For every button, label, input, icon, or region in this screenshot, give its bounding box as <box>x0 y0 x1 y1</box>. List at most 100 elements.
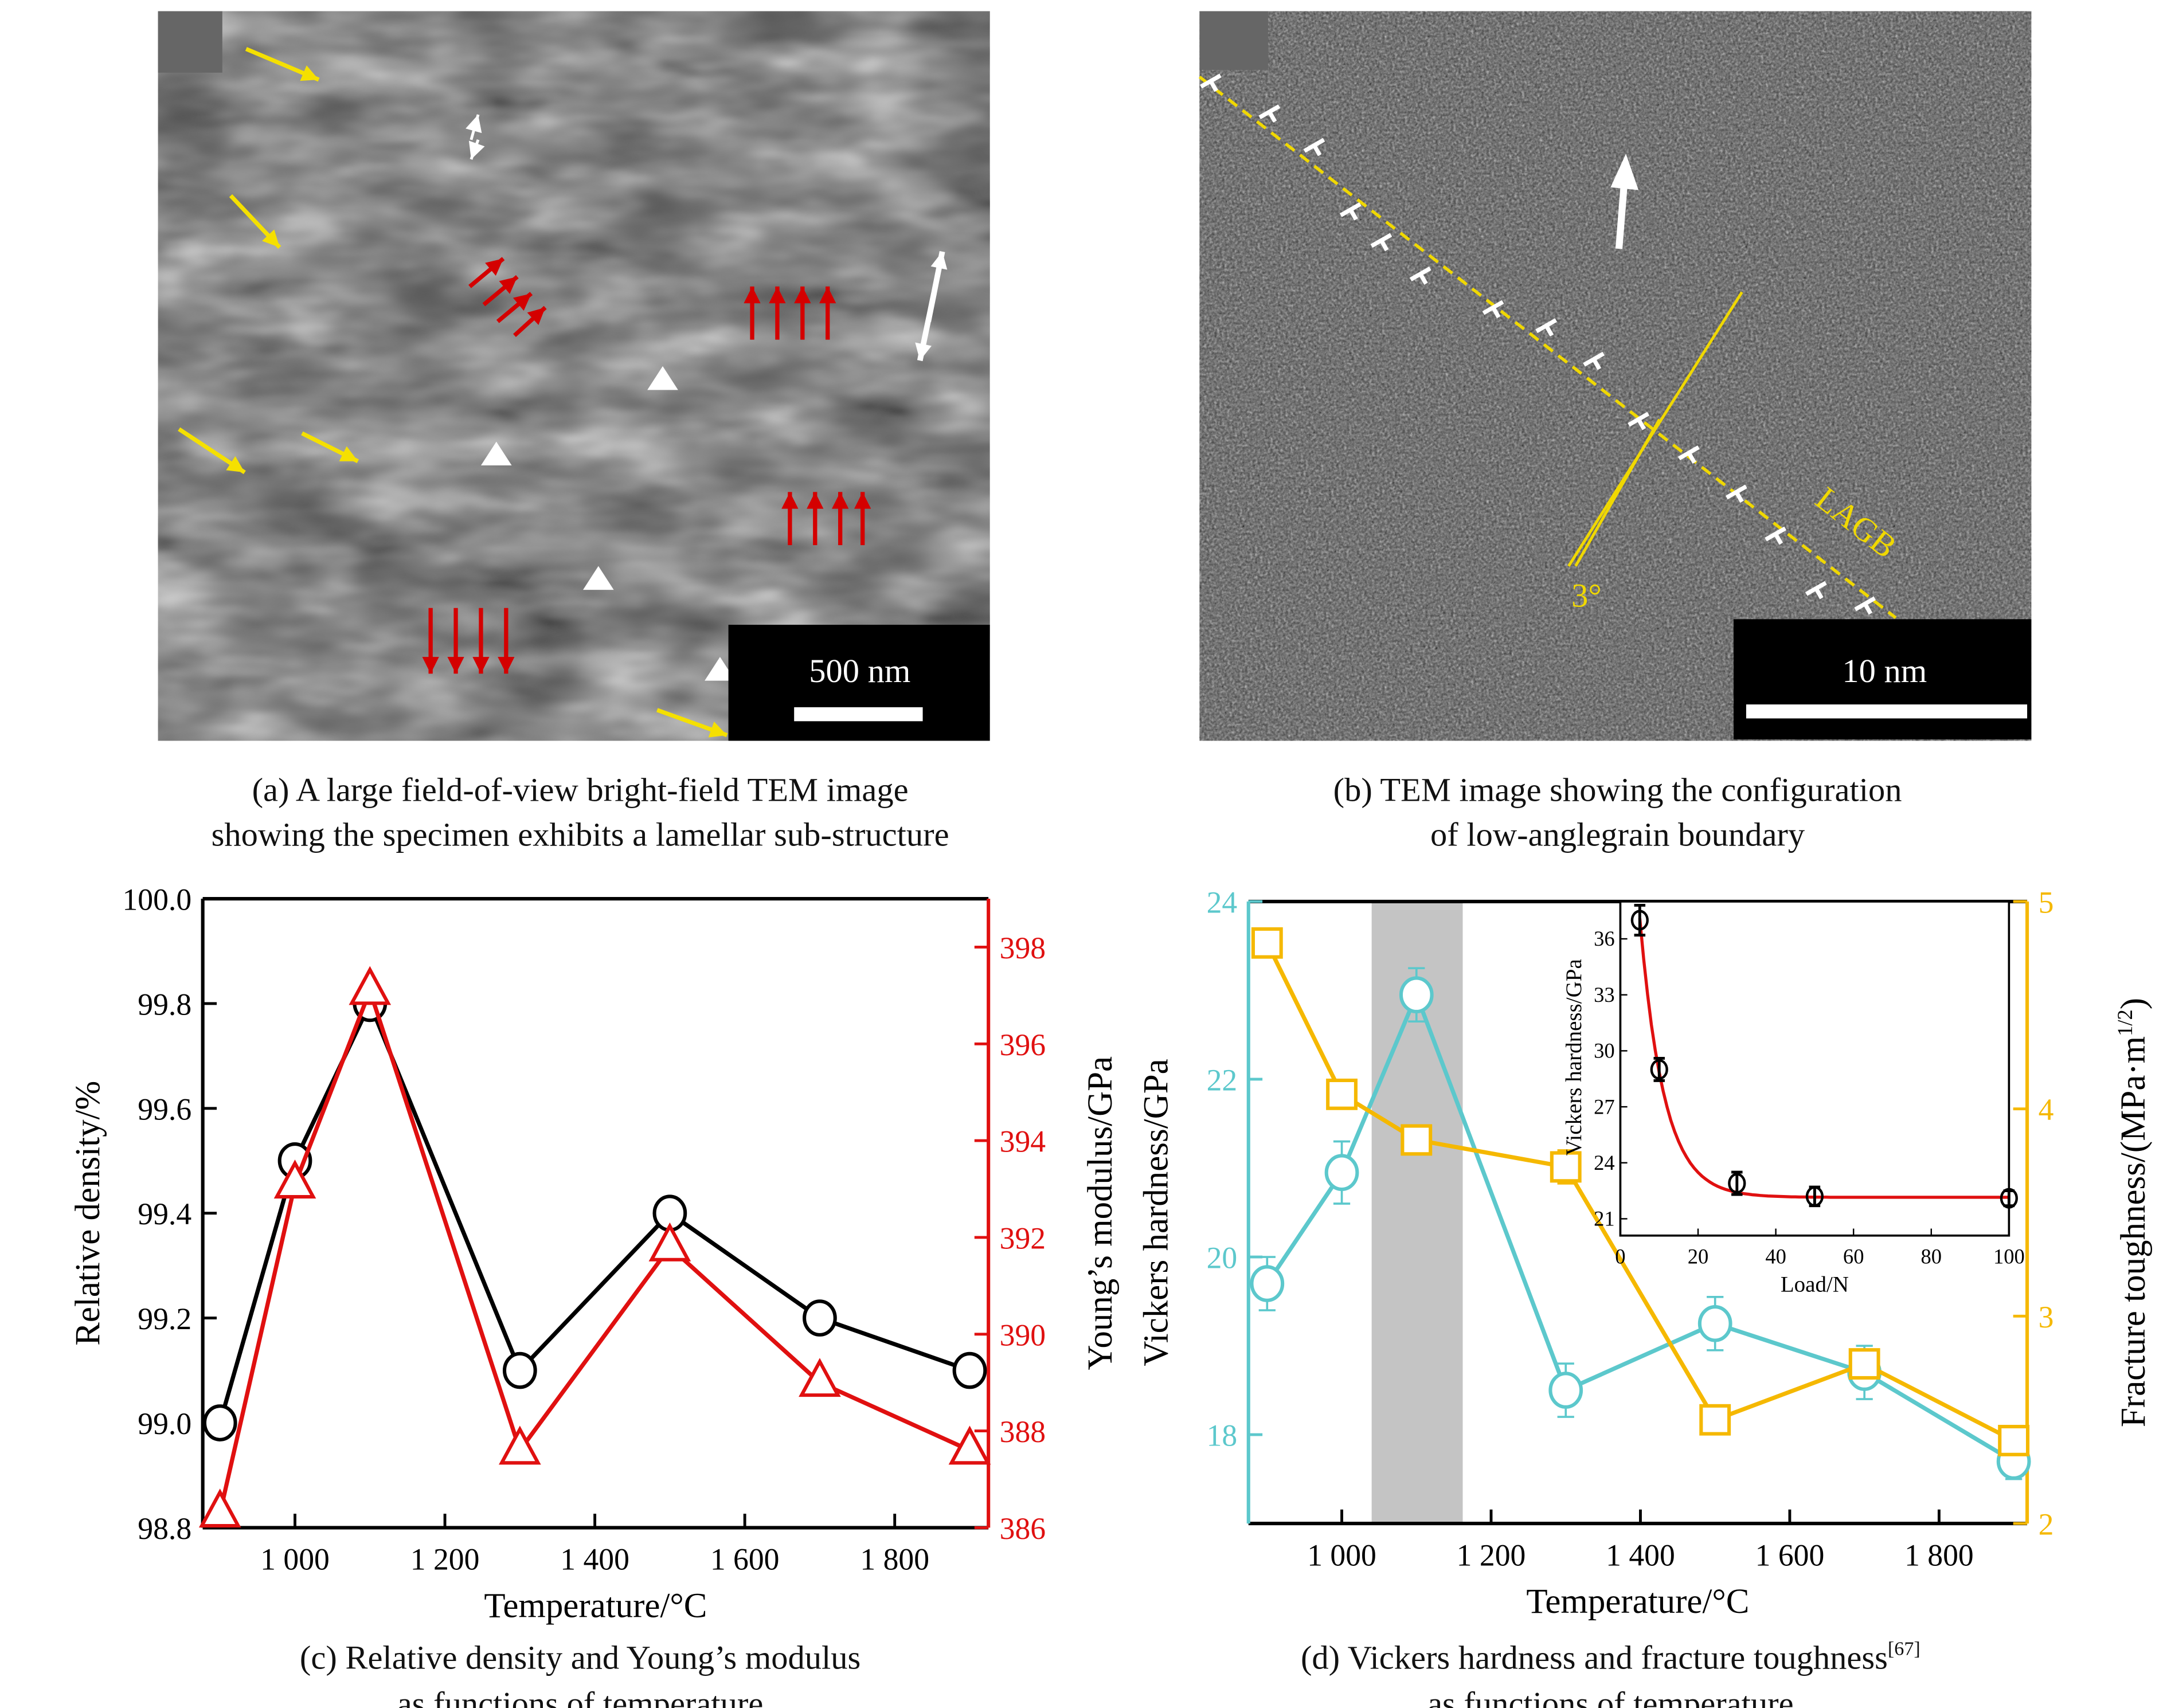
right-y-tick-label: 5 <box>2039 885 2054 919</box>
corner-marker <box>1199 11 1268 70</box>
arrow-icon <box>832 492 849 509</box>
left-y-axis-title: Relative density/% <box>69 1081 107 1346</box>
scale-bar-label: 500 nm <box>809 652 910 690</box>
right-y-tick-label: 394 <box>1000 1125 1046 1159</box>
triangle-marker <box>198 1488 241 1528</box>
left-y-tick-label: 98.8 <box>138 1511 191 1546</box>
lagb-dashed-line <box>1198 76 1897 619</box>
scale-bar-label: 10 nm <box>1842 652 1927 690</box>
x-axis-title: Temperature/°C <box>484 1586 707 1625</box>
scale-bar-box <box>1733 619 2032 740</box>
right-y-tick-label: 390 <box>1000 1318 1046 1352</box>
dislocation-symbol <box>1535 318 1558 334</box>
arrow-icon <box>226 456 245 473</box>
arrow-icon <box>708 722 727 738</box>
chart-c: 1 000 1 200 1 400 1 600 1 800 98.8 99.0 99.2 99.… <box>69 883 1120 1625</box>
inset-x-axis-title: Load/N <box>1781 1272 1849 1296</box>
inset-y-tick-label: 30 <box>1594 1039 1615 1063</box>
right-y-axis-title-text: Fracture toughness/(MPa·m <box>2114 1036 2153 1427</box>
x-axis-title: Temperature/°C <box>1526 1582 1749 1621</box>
right-y-tick-label: 398 <box>1000 931 1046 965</box>
square-marker <box>1699 1404 1731 1436</box>
inset-y-tick-label: 21 <box>1594 1207 1615 1231</box>
dislocation-symbol <box>1312 144 1322 156</box>
right-y-tick-label: 388 <box>1000 1415 1046 1449</box>
dislocation-symbol <box>1303 138 1325 153</box>
triangle-marker <box>582 566 614 590</box>
dislocation-symbol <box>1773 532 1783 545</box>
triangle-marker <box>499 1425 541 1465</box>
x-tick-label: 1 200 <box>1457 1538 1526 1572</box>
arrow-icon <box>262 229 280 248</box>
right-y-tick-label: 2 <box>2039 1507 2054 1542</box>
caption-d-ref: [67] <box>1888 1638 1920 1659</box>
inset-y-tick-label: 27 <box>1594 1095 1615 1118</box>
square-marker <box>1998 1424 2030 1456</box>
inset-circle-marker <box>2000 1188 2018 1209</box>
corner-marker <box>158 11 222 73</box>
angle-label: 3° <box>1571 577 1602 614</box>
x-tick-label: 1 600 <box>1755 1538 1825 1572</box>
inset-x-tick-label: 40 <box>1765 1245 1786 1268</box>
caption-d-text: (d) Vickers hardness and fracture toughn… <box>1301 1639 1888 1676</box>
left-y-tick-label: 99.8 <box>138 987 191 1021</box>
inset-x-tick-label: 20 <box>1688 1245 1709 1268</box>
left-y-tick-label: 18 <box>1207 1419 1238 1453</box>
right-y-tick-label: 386 <box>1000 1511 1046 1546</box>
right-y-axis-title-text: Young’s modulus/GPa <box>1081 1056 1120 1370</box>
square-marker <box>1251 927 1283 959</box>
inset-y-axis-title: Vickers hardness/GPa <box>1562 959 1586 1155</box>
dislocation-symbol <box>1591 358 1602 370</box>
scale-bar-box <box>728 625 990 741</box>
arrow-icon <box>513 293 531 311</box>
circle-marker <box>1399 976 1434 1014</box>
dislocation-symbol <box>1687 452 1696 464</box>
x-tick-label: 1 800 <box>1904 1538 1974 1572</box>
dislocation-symbol <box>1208 80 1218 92</box>
square-marker <box>1848 1348 1880 1380</box>
triangle-marker <box>349 966 392 1005</box>
arrow-icon <box>499 276 518 294</box>
right-y-tick-label: 3 <box>2039 1300 2054 1334</box>
chart-d: 1 000 1 200 1 400 1 600 1 800 18 20 22 24 2 3 4 5 Tem… <box>1137 885 2153 1621</box>
left-y-tick-label: 24 <box>1207 885 1238 919</box>
dislocation-symbol <box>1863 602 1873 615</box>
square-marker <box>1401 1124 1433 1156</box>
x-tick-label: 1 000 <box>260 1542 330 1577</box>
circle-marker <box>803 1299 837 1337</box>
inset-y-tick-label: 24 <box>1594 1151 1615 1174</box>
circle-marker <box>1697 1304 1732 1342</box>
right-y-tick-label: 392 <box>1000 1221 1046 1255</box>
x-tick-label: 1 000 <box>1307 1538 1376 1572</box>
arrow-icon <box>466 114 482 134</box>
caption-c-line1: (c) Relative density and Young’s modulus <box>300 1639 860 1676</box>
x-tick-label: 1 200 <box>410 1542 480 1577</box>
triangle-marker <box>948 1425 991 1465</box>
arrow-icon <box>527 307 546 326</box>
caption-d-line1: (d) Vickers hardness and fracture toughn… <box>1301 1638 1920 1676</box>
caption-d-line2: as functions of temperature <box>1427 1685 1794 1708</box>
arrow-icon <box>854 492 871 509</box>
arrow-icon <box>781 492 799 509</box>
series-line <box>218 984 971 1514</box>
caption-a-line1: (a) A large field-of-view bright-field T… <box>252 771 909 808</box>
series-line <box>218 998 971 1424</box>
right-y-axis-title-sup: 1/2 <box>2113 1009 2137 1036</box>
arrow-icon <box>422 657 439 674</box>
dislocation-symbol <box>1544 324 1554 337</box>
inset-y-tick-label: 36 <box>1594 927 1615 950</box>
dislocation-symbol <box>1491 306 1501 319</box>
x-tick-label: 1 400 <box>560 1542 629 1577</box>
dislocation-symbol <box>1379 239 1389 252</box>
circle-marker <box>1250 1265 1285 1302</box>
fit-curve <box>1638 918 2009 1199</box>
inset-x-tick-label: 60 <box>1843 1245 1864 1268</box>
annotation-arrows <box>178 46 948 738</box>
triangle-marker <box>647 366 678 390</box>
inset-circle-marker <box>1728 1173 1746 1194</box>
x-tick-label: 1 400 <box>1606 1538 1675 1572</box>
left-y-axis-title: Vickers hardness/GPa <box>1137 1059 1175 1366</box>
arrow-icon <box>930 251 948 270</box>
dislocation-symbol <box>1814 587 1824 600</box>
triangle-marker <box>648 1222 691 1262</box>
